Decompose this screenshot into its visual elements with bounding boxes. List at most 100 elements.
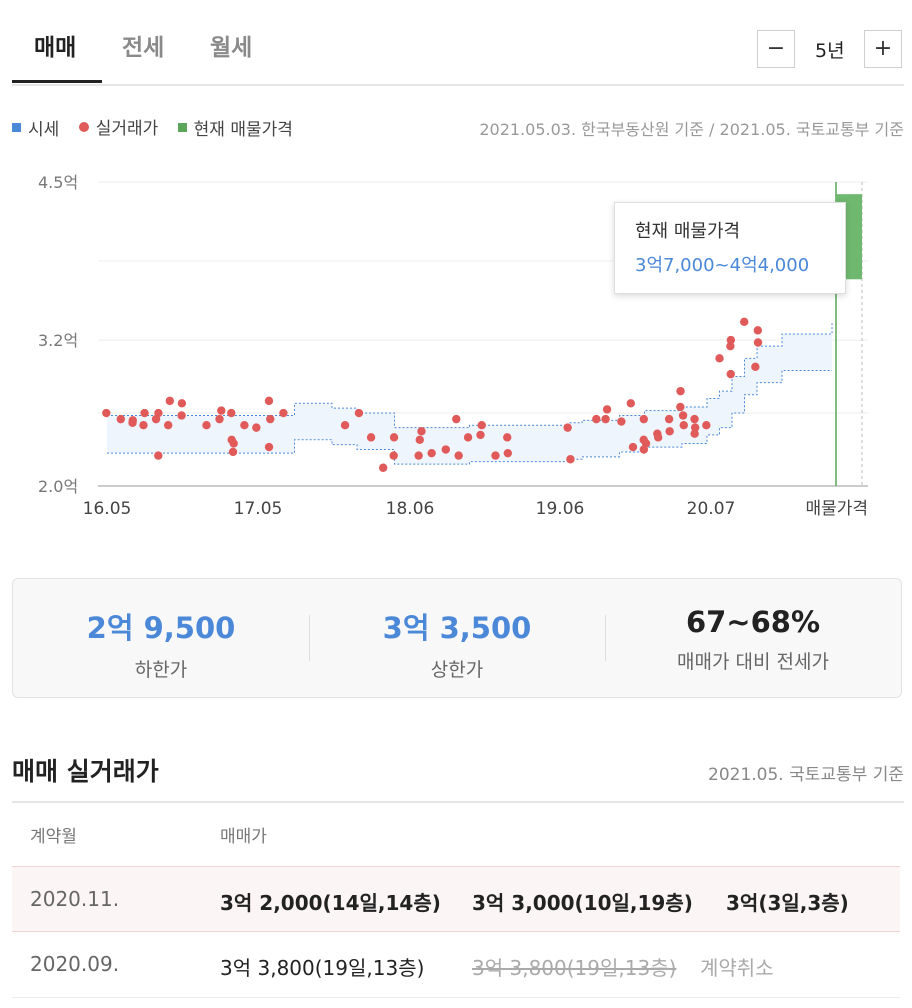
actual-deal-point xyxy=(367,433,375,441)
deal-entry: 3억 3,000(10일,19층) xyxy=(472,887,693,916)
column-header-month: 계약월 xyxy=(30,822,77,847)
deal-type-tabs: 매매 전세 월세 − 5년 + xyxy=(12,0,904,86)
actual-deal-point xyxy=(476,431,484,439)
actual-deal-point xyxy=(140,409,148,417)
actual-deal-point xyxy=(416,436,424,444)
legend-market-price-swatch xyxy=(12,123,21,132)
actual-deal-point xyxy=(503,433,511,441)
actual-deal-point xyxy=(217,406,225,414)
actual-deal-point xyxy=(676,403,684,411)
period-increase-button[interactable]: + xyxy=(864,30,902,68)
actual-deal-point xyxy=(727,370,735,378)
actual-deal-point xyxy=(154,451,162,459)
actual-deal-point xyxy=(629,443,637,451)
actual-deal-point xyxy=(202,421,210,429)
actual-deal-point xyxy=(665,427,673,435)
actual-deal-point xyxy=(680,421,688,429)
actual-deal-point xyxy=(676,387,684,395)
actual-deal-point xyxy=(265,443,273,451)
legend-actual-price-label: 실거래가 xyxy=(96,114,159,139)
jeonse-ratio-value: 67~68% xyxy=(605,605,901,639)
period-decrease-button[interactable]: − xyxy=(757,30,795,68)
actual-deal-point xyxy=(128,419,136,427)
actual-deal-point xyxy=(754,338,762,346)
legend-listing-price-label: 현재 매물가격 xyxy=(194,115,293,140)
actual-deal-point xyxy=(389,451,397,459)
actual-deal-point xyxy=(414,451,422,459)
actual-deal-point xyxy=(627,399,635,407)
legend-listing-price: 현재 매물가격 xyxy=(178,115,293,140)
actual-deal-point xyxy=(640,445,648,453)
actual-deal-point xyxy=(227,409,235,417)
actual-deal-point xyxy=(102,409,110,417)
y-tick-label: 3.2억 xyxy=(38,331,78,350)
x-tick-label: 17.05 xyxy=(234,499,283,519)
tab-sale[interactable]: 매매 xyxy=(34,28,76,62)
legend-actual-price: 실거래가 xyxy=(79,114,159,139)
legend-market-price: 시세 xyxy=(12,115,59,140)
actual-deal-point xyxy=(504,449,512,457)
actual-deal-point xyxy=(117,415,125,423)
deal-entry: 3억 2,000(14일,14층) xyxy=(220,887,441,916)
actual-deal-point xyxy=(740,318,748,326)
deal-entry: 3억(3일,3층) xyxy=(726,887,849,916)
actual-deal-point xyxy=(178,399,186,407)
tooltip-value: 3억7,000~4억4,000 xyxy=(635,251,845,277)
actual-deal-point xyxy=(726,342,734,350)
deal-month: 2020.09. xyxy=(30,952,119,976)
column-header-price: 매매가 xyxy=(220,822,267,847)
actual-deal-point xyxy=(265,397,273,405)
actual-deal-point xyxy=(355,409,363,417)
x-tick-label: 19.06 xyxy=(536,499,585,519)
actual-deal-point xyxy=(152,415,160,423)
y-tick-label: 4.5억 xyxy=(38,173,78,192)
actual-deal-point xyxy=(266,415,274,423)
actual-deal-point xyxy=(379,464,387,472)
x-tick-label: 16.05 xyxy=(83,499,132,519)
actual-deal-point xyxy=(690,430,698,438)
actual-deal-point xyxy=(464,433,472,441)
actual-deal-point xyxy=(240,421,248,429)
lower-limit-value: 2억 9,500 xyxy=(13,605,309,647)
actual-deal-point xyxy=(491,451,499,459)
actual-deal-point xyxy=(390,433,398,441)
actual-deal-point xyxy=(592,415,600,423)
actual-deal-point xyxy=(442,445,450,453)
section-title: 매매 실거래가 xyxy=(12,752,159,788)
actual-deal-point xyxy=(702,421,710,429)
actual-deal-point xyxy=(177,411,185,419)
actual-deal-point xyxy=(164,421,172,429)
deal-month: 2020.11. xyxy=(30,887,119,911)
actual-deal-point xyxy=(454,451,462,459)
x-tick-label: 18.06 xyxy=(386,499,435,519)
upper-limit-value: 3억 3,500 xyxy=(309,605,605,647)
legend-listing-price-swatch xyxy=(178,123,187,132)
active-tab-indicator xyxy=(12,80,102,83)
actual-deal-point xyxy=(252,423,260,431)
actual-deal-point xyxy=(617,417,625,425)
tab-jeonse[interactable]: 전세 xyxy=(122,28,164,62)
table-row[interactable]: 2020.09. 3억 3,800(19일,13층) 3억 3,800(19일,… xyxy=(12,932,900,998)
actual-deal-point xyxy=(341,421,349,429)
upper-limit: 3억 3,500 상한가 xyxy=(309,605,605,682)
table-row[interactable]: 2020.11. 3억 2,000(14일,14층) 3억 3,000(10일,… xyxy=(12,866,900,932)
actual-deal-point xyxy=(665,415,673,423)
market-price-band xyxy=(107,323,832,464)
x-tick-label: 매물가격 xyxy=(805,499,868,519)
x-tick-label: 20.07 xyxy=(687,499,736,519)
deal-entry: 3억 3,800(19일,13층) xyxy=(220,952,424,981)
actual-deal-point xyxy=(601,415,609,423)
listing-price-tooltip: 현재 매물가격 3억7,000~4억4,000 xyxy=(614,202,846,294)
chart-basis-note: 2021.05.03. 한국부동산원 기준 / 2021.05. 국토교통부 기… xyxy=(479,116,904,140)
lower-limit: 2억 9,500 하한가 xyxy=(13,605,309,682)
actual-deal-point xyxy=(566,455,574,463)
actual-deal-point xyxy=(427,449,435,457)
actual-deal-point xyxy=(139,421,147,429)
actual-deal-point xyxy=(215,415,223,423)
lower-limit-label: 하한가 xyxy=(13,655,309,682)
actual-deal-point xyxy=(478,421,486,429)
actual-deal-point xyxy=(603,405,611,413)
actual-deal-point xyxy=(229,448,237,456)
legend-actual-price-swatch xyxy=(79,122,89,132)
tab-monthly-rent[interactable]: 월세 xyxy=(210,28,252,62)
